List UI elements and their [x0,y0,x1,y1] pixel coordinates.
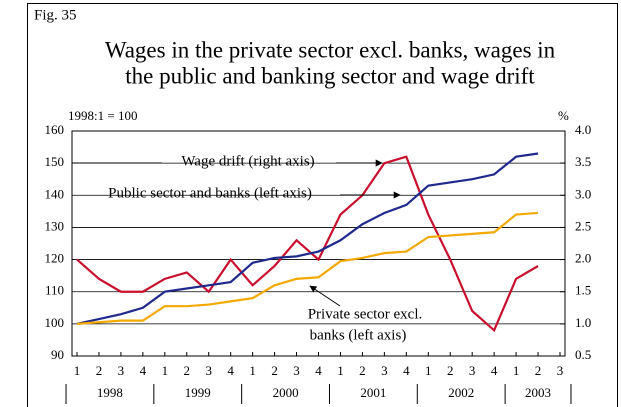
x-tick-label: 4 [227,363,234,378]
y2-tick-label: 2.0 [575,251,591,266]
x-tick-label: 1 [249,363,256,378]
y-tick-label: 130 [45,218,65,233]
y-tick-label: 120 [45,251,65,266]
x-tick-label: 1 [337,363,344,378]
y-tick-label: 140 [45,186,65,201]
annotation: Wage drift (right axis) [181,153,314,169]
annotation: Private sector excl. [308,306,423,322]
x-tick-label: 3 [469,363,476,378]
series-line [76,211,539,325]
x-tick-label: 4 [140,363,147,378]
chart-title: Wages in the private sector excl. banks,… [105,37,556,62]
annotation-arrow [309,285,341,307]
x-tick-label: 2 [535,363,542,378]
y-tick-label: 150 [45,154,65,169]
year-label: 2003 [525,385,551,400]
y-tick-label: 110 [45,283,64,298]
x-tick-label: 1 [162,363,169,378]
x-tick-label: 3 [118,363,125,378]
x-tick-label: 2 [184,363,191,378]
annotation: banks (left axis) [310,327,407,343]
x-tick-label: 3 [557,363,564,378]
chart-title: the public and banking sector and wage d… [125,63,535,88]
x-tick-label: 3 [293,363,300,378]
y-tick-label: 90 [51,347,64,362]
y-tick-label: 100 [45,315,65,330]
y-axis-label: 1998:1 = 100 [68,108,137,123]
x-tick-label: 1 [74,363,81,378]
x-tick-label: 2 [271,363,278,378]
x-tick-label: 4 [403,363,410,378]
y2-tick-label: 1.5 [575,283,591,298]
x-tick-label: 4 [491,363,498,378]
annotation: Public sector and banks (left axis) [108,185,312,201]
x-tick-label: 2 [359,363,366,378]
x-tick-label: 3 [205,363,212,378]
x-tick-label: 3 [381,363,388,378]
y2-tick-label: 1.0 [575,315,591,330]
y2-tick-label: 3.0 [575,186,591,201]
year-label: 2000 [273,385,299,400]
y2-tick-label: 2.5 [575,218,591,233]
figure-label: Fig. 35 [34,7,77,23]
y2-tick-label: 0.5 [575,347,591,362]
series-line [76,152,539,325]
y2-axis-label: % [558,108,569,123]
x-tick-label: 2 [96,363,103,378]
year-label: 2002 [448,385,474,400]
y-tick-label: 160 [45,122,65,137]
series-line [76,155,539,333]
y2-tick-label: 3.5 [575,154,591,169]
year-label: 2001 [360,385,386,400]
frame [27,3,618,407]
year-label: 1998 [97,385,123,400]
x-tick-label: 1 [513,363,520,378]
x-tick-label: 1 [425,363,432,378]
y2-tick-label: 4.0 [575,122,591,137]
x-tick-label: 2 [447,363,454,378]
year-label: 1999 [185,385,211,400]
x-tick-label: 4 [315,363,322,378]
